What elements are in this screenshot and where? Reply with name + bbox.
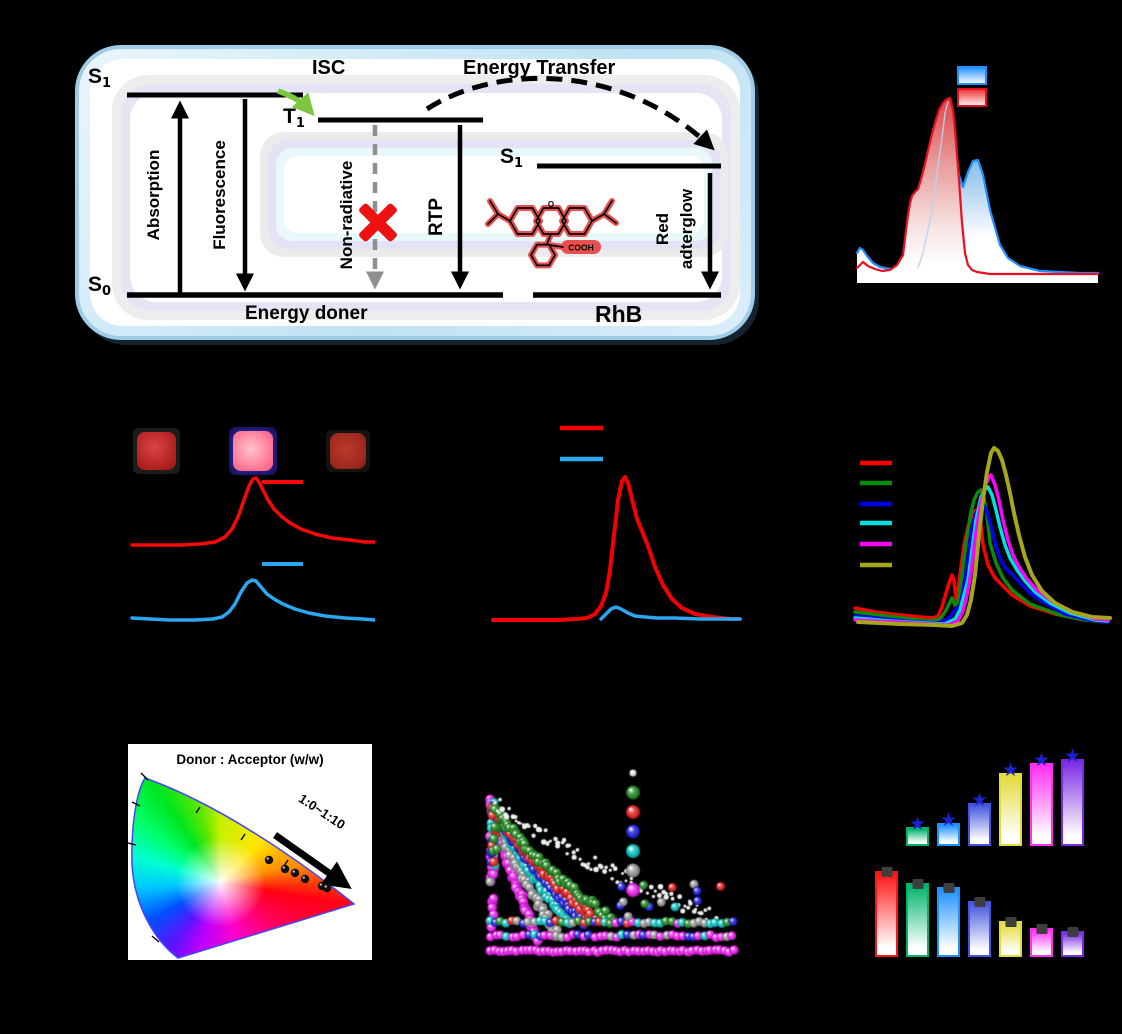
square-marker xyxy=(974,897,985,907)
square-marker xyxy=(881,867,892,877)
bar-5: ★ xyxy=(1061,747,1084,846)
chart-svg xyxy=(853,446,1112,628)
rhb-molecule: O COOH xyxy=(485,198,619,269)
panel-emission-chart xyxy=(485,415,745,627)
bar-1: ★ xyxy=(937,811,960,846)
bar-4 xyxy=(999,917,1022,957)
series-area-blue-delayed-area xyxy=(857,102,1098,283)
cie-title: Donor : Acceptor (w/w) xyxy=(176,752,324,767)
bar-3 xyxy=(968,897,991,957)
bar-0: ★ xyxy=(906,815,929,846)
series-line-blue-spectrum xyxy=(130,578,377,622)
cie-dot-2 xyxy=(290,868,300,878)
cooh-pill xyxy=(561,240,601,254)
energy-transfer-arrow xyxy=(425,75,715,151)
square-marker xyxy=(1005,917,1016,927)
cie-dot-1 xyxy=(280,864,290,874)
star-marker: ★ xyxy=(970,790,989,811)
s1-acceptor-label: S1 xyxy=(500,145,524,171)
chart-svg xyxy=(130,476,377,622)
star-marker: ★ xyxy=(939,810,958,831)
series-line-blue-flank-thin-line xyxy=(917,101,949,269)
fluorescence-label: Fluorescence xyxy=(210,140,229,250)
bar-1 xyxy=(906,879,929,957)
sample-photo-afterglow xyxy=(330,433,366,469)
non-radiative-label: Non-radiative xyxy=(337,160,356,270)
series-line-red-spectrum xyxy=(130,476,377,547)
star-marker: ★ xyxy=(1001,760,1020,781)
diagram-arrows xyxy=(127,75,721,298)
star-marker: ★ xyxy=(1063,746,1082,767)
rhb-label: RhB xyxy=(595,301,643,327)
absorption-label: Absorption xyxy=(144,149,163,241)
series-line-dark-yellow xyxy=(856,446,1112,628)
oxygen-atom-label: O xyxy=(548,200,554,209)
bar-2: ★ xyxy=(968,791,991,846)
square-marker xyxy=(943,883,954,893)
star-marker: ★ xyxy=(908,814,927,835)
bar-6 xyxy=(1061,927,1084,957)
rtp-label: RTP xyxy=(426,198,447,236)
bar-4: ★ xyxy=(1030,751,1053,846)
star-marker: ★ xyxy=(1032,750,1051,771)
isc-arrow xyxy=(277,88,315,117)
legend-box-0 xyxy=(957,66,987,85)
legend-box-1 xyxy=(957,88,987,107)
cooh-label: COOH xyxy=(568,243,594,253)
series-line-red-prompt-area xyxy=(855,96,1100,276)
panel-spectral-overlap-chart xyxy=(855,55,1105,287)
chart-svg xyxy=(491,425,742,622)
square-marker xyxy=(1067,927,1078,937)
cie-dot-0 xyxy=(264,855,274,865)
red-afterglow-label-1: Red xyxy=(653,212,672,246)
energy-transfer-label: Energy Transfer xyxy=(463,57,616,79)
sample-photo-uv xyxy=(233,431,273,471)
series-line-red-curve xyxy=(491,475,742,622)
chart-svg xyxy=(855,66,1100,283)
series-line-magenta xyxy=(853,473,1110,627)
square-marker xyxy=(1036,924,1047,934)
panel-ratio-spectra-chart xyxy=(850,395,1112,630)
series-line-green xyxy=(853,488,1108,624)
red-afterglow-label-2: adterglow xyxy=(677,188,696,270)
panel-cie-diagram: Donor : Acceptor (w/w) 1:0~1:10 xyxy=(128,744,372,960)
decay-canvas xyxy=(465,755,750,970)
bar-chart-bottom xyxy=(860,849,1110,970)
panel-bar-charts: ★ ★ ★ ★ ★ ★ xyxy=(860,725,1110,970)
series-line-cyan xyxy=(853,485,1110,626)
s0-label: S0 xyxy=(88,273,112,299)
panel-energy-diagram: S1 T1 S0 S1 ISC Energy Transfer Absorpti… xyxy=(75,45,755,340)
panel-lifetime-decay-chart xyxy=(465,755,750,970)
cie-dot-3 xyxy=(300,874,310,884)
cie-horseshoe xyxy=(128,744,372,960)
bar-0 xyxy=(875,867,898,957)
cie-data-points xyxy=(264,855,332,893)
bar-3: ★ xyxy=(999,761,1022,846)
cie-dot-5 xyxy=(322,883,332,893)
bar-chart-top: ★ ★ ★ ★ ★ ★ xyxy=(860,725,1110,849)
energy-donor-label: Energy doner xyxy=(245,303,368,324)
s1-donor-label: S1 xyxy=(88,65,112,91)
bar-5 xyxy=(1030,924,1053,957)
ratio-arrow xyxy=(272,832,352,890)
photo-spectra-chart xyxy=(125,415,377,630)
t1-label: T1 xyxy=(283,105,305,131)
cie-overlay xyxy=(128,772,356,959)
series-area-red-prompt-area xyxy=(857,98,1098,283)
isc-label: ISC xyxy=(312,57,346,79)
panel-photo-spectra xyxy=(125,415,377,630)
square-marker xyxy=(912,879,923,889)
spectral-locus-outline xyxy=(131,777,356,959)
bar-2 xyxy=(937,883,960,957)
sample-photo-daylight xyxy=(137,432,176,470)
series-line-blue-curve xyxy=(599,605,742,621)
